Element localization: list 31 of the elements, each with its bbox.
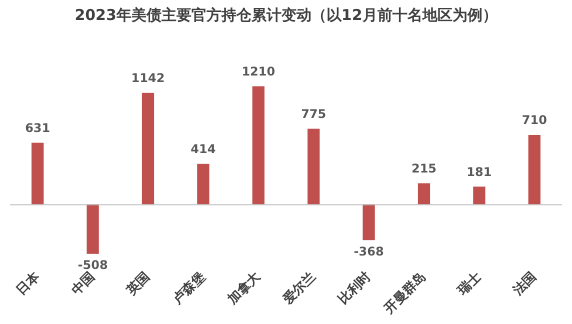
- chart-title: 2023年美债主要官方持仓累计变动（以12月前十名地区为例）: [74, 6, 498, 25]
- data-label: 414: [190, 142, 216, 156]
- data-label: 1210: [242, 64, 276, 78]
- x-tick-label: 卢森堡: [170, 269, 208, 308]
- x-tick-label: 中国: [69, 269, 98, 298]
- data-label: 710: [522, 113, 547, 128]
- bar: [418, 183, 430, 204]
- x-tick-label: 英国: [124, 269, 154, 300]
- data-label: 181: [466, 164, 492, 179]
- data-label: 775: [301, 106, 326, 121]
- bar: [197, 164, 210, 204]
- x-tick-label: 开曼群岛: [381, 269, 430, 318]
- bar: [528, 135, 540, 204]
- x-tick-label: 瑞士: [454, 269, 484, 300]
- x-tick-label: 日本: [14, 268, 44, 298]
- bar: [252, 86, 264, 204]
- bar: [32, 142, 44, 204]
- bar: [362, 204, 375, 240]
- bar: [308, 128, 320, 204]
- bar: [86, 204, 99, 254]
- x-tick-label: 比利时: [335, 268, 374, 308]
- bar: [473, 186, 486, 204]
- data-label: -508: [78, 258, 108, 272]
- data-label: 215: [411, 161, 437, 176]
- data-label: -368: [354, 244, 384, 258]
- bar: [142, 92, 154, 204]
- x-tick-label: 法国: [510, 269, 540, 300]
- x-tick-label: 爱尔兰: [279, 268, 319, 308]
- data-label: 631: [25, 120, 50, 135]
- data-label: 1142: [131, 71, 165, 86]
- x-tick-label: 加拿大: [224, 268, 264, 308]
